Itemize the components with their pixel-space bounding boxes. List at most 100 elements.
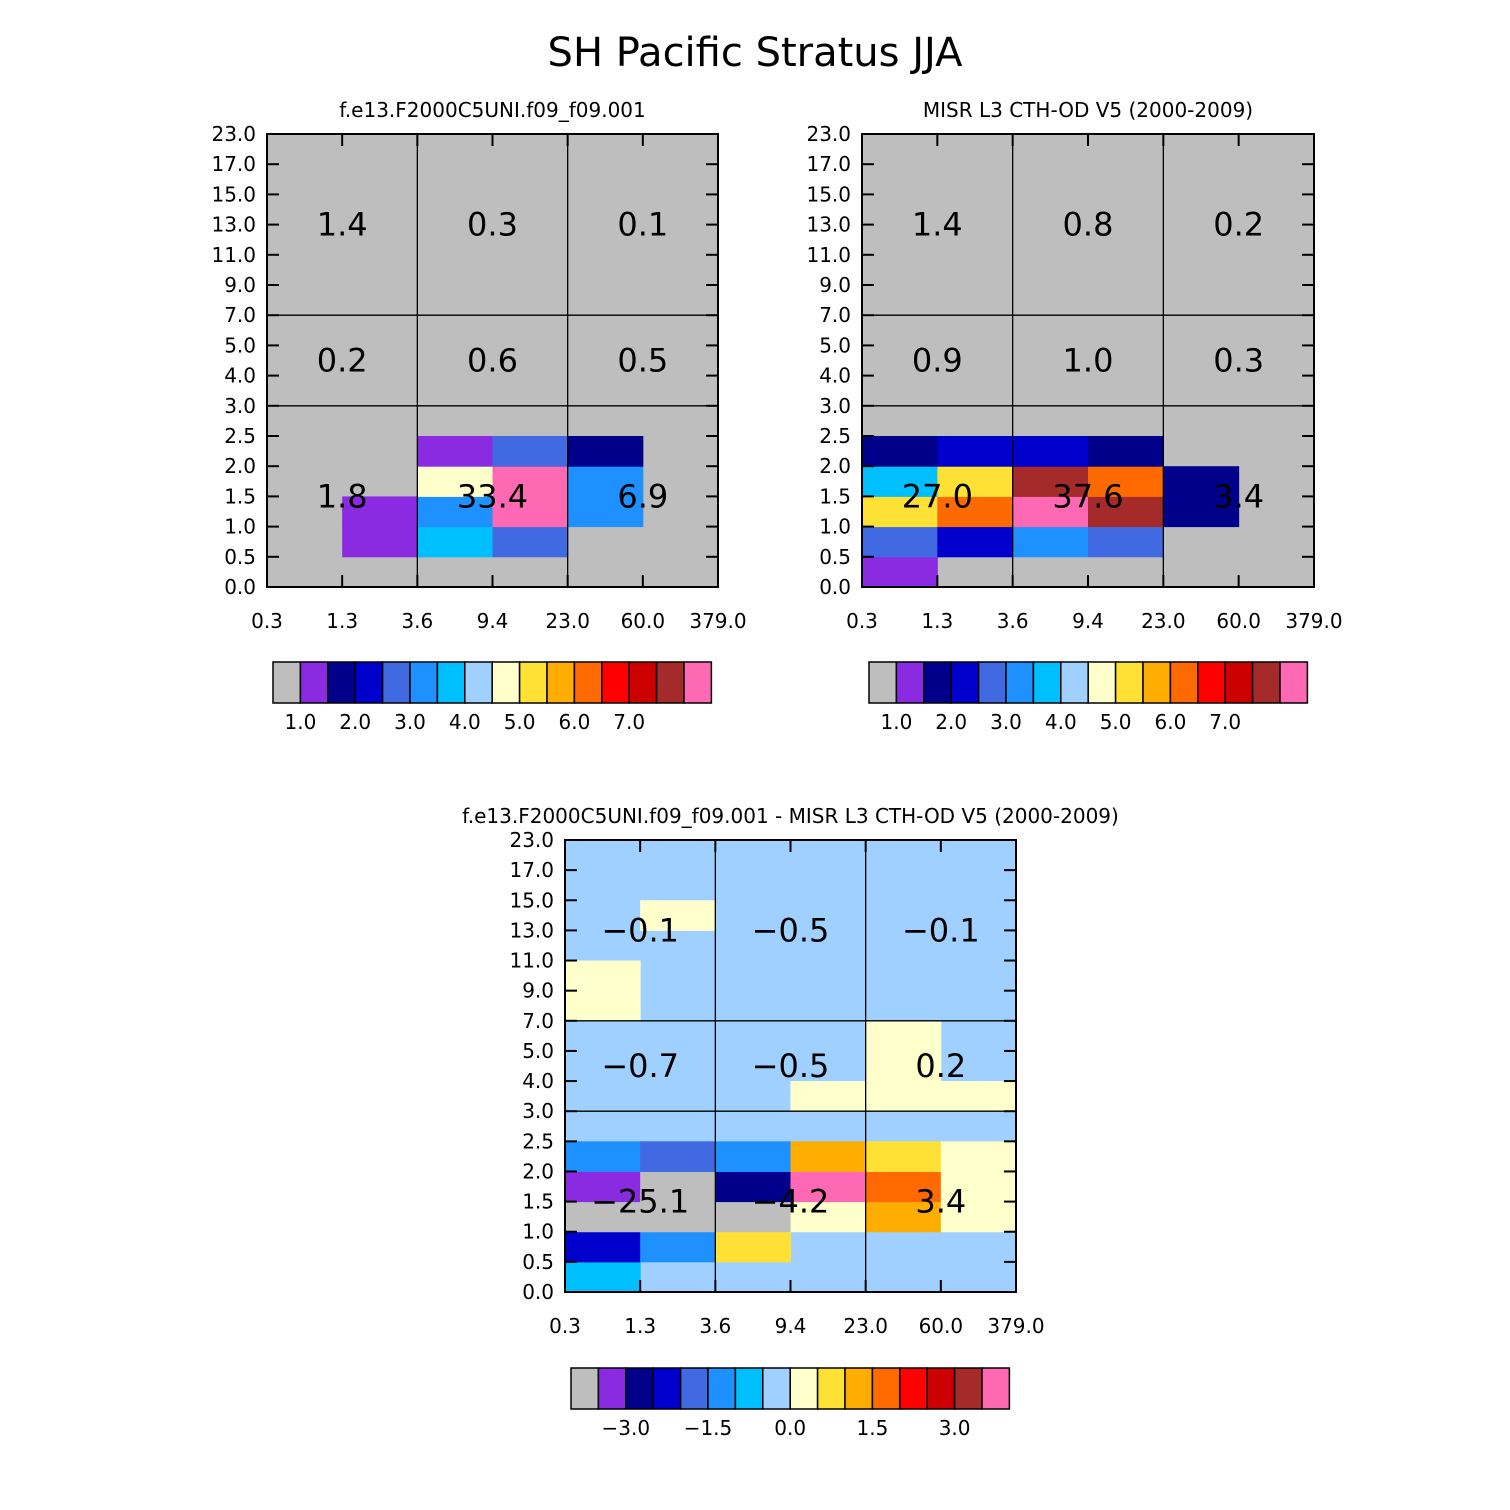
colorbar-label: 0.0 <box>774 1416 806 1440</box>
colorbar-box <box>409 661 439 704</box>
region-value: 0.2 <box>317 342 368 380</box>
region-value: 0.6 <box>467 342 518 380</box>
colorbar-label: 1.0 <box>880 710 912 734</box>
y-tick-label: 3.0 <box>522 1099 554 1123</box>
colorbar-box <box>868 661 898 704</box>
colorbar-label: 6.0 <box>1154 710 1186 734</box>
region-value: 0.8 <box>1063 206 1114 244</box>
panel-title: f.e13.F2000C5UNI.f09_f09.001 - MISR L3 C… <box>462 804 1119 828</box>
colorbar: 1.0 2.0 3.0 4.0 5.0 6.0 7.0 <box>868 661 1309 734</box>
x-tick-label: 379.0 <box>987 1314 1044 1338</box>
colorbar-label: 7.0 <box>613 710 645 734</box>
histogram-cell <box>565 1231 641 1263</box>
region-value: 0.5 <box>617 342 668 380</box>
histogram-cell <box>567 496 644 528</box>
histogram-cell <box>565 990 641 1022</box>
colorbar-box <box>573 661 603 704</box>
region-value: −0.5 <box>752 1047 830 1085</box>
colorbar-box <box>1197 661 1226 704</box>
y-tick-label: 7.0 <box>224 303 256 327</box>
y-tick-label: 11.0 <box>211 243 256 267</box>
region-value: 0.9 <box>912 342 963 380</box>
colorbar-label: −3.0 <box>602 1416 651 1440</box>
y-tick-label: 11.0 <box>806 243 851 267</box>
y-tick-label: 13.0 <box>509 918 554 942</box>
colorbar-box <box>762 1367 791 1410</box>
region-value: 37.6 <box>1052 477 1123 515</box>
region-value: 0.1 <box>617 206 668 244</box>
region-value: 3.4 <box>1213 477 1264 515</box>
colorbar-box <box>895 661 925 704</box>
histogram-cell <box>1088 526 1164 558</box>
colorbar-box <box>652 1367 682 1410</box>
histogram-cell <box>940 1081 1017 1112</box>
x-tick-label: 1.3 <box>624 1314 656 1338</box>
x-tick-label: 23.0 <box>545 609 590 633</box>
histogram-cell <box>790 1081 867 1112</box>
y-tick-label: 17.0 <box>509 858 554 882</box>
histogram-cell <box>937 436 1014 467</box>
x-tick-label: 23.0 <box>1141 609 1186 633</box>
y-tick-label: 0.5 <box>224 545 256 569</box>
panel-title: MISR L3 CTH-OD V5 (2000-2009) <box>923 98 1253 122</box>
y-tick-label: 2.5 <box>819 424 851 448</box>
x-tick-label: 379.0 <box>689 609 746 633</box>
histogram-cell <box>417 496 493 528</box>
colorbar-label: 4.0 <box>1045 710 1077 734</box>
histogram-cell <box>715 1201 791 1233</box>
histogram-cell <box>862 526 938 558</box>
histogram-cell <box>865 1020 942 1052</box>
x-tick-label: 0.3 <box>549 1314 581 1338</box>
region-value: 0.3 <box>467 206 518 244</box>
colorbar-box <box>1142 661 1172 704</box>
colorbar-box <box>1005 661 1035 704</box>
histogram-cell <box>565 1141 641 1172</box>
y-tick-label: 1.5 <box>819 484 851 508</box>
y-tick-label: 0.5 <box>819 545 851 569</box>
y-tick-label: 2.5 <box>224 424 256 448</box>
y-tick-label: 0.0 <box>522 1280 554 1304</box>
region-value: 27.0 <box>902 477 973 515</box>
colorbar-label: 3.0 <box>939 1416 971 1440</box>
colorbar-box <box>981 1367 1011 1410</box>
y-tick-label: 2.0 <box>522 1159 554 1183</box>
y-tick-label: 17.0 <box>806 152 851 176</box>
x-tick-label: 9.4 <box>477 609 509 633</box>
histogram-cell <box>1012 466 1089 497</box>
colorbar-label: 5.0 <box>1100 710 1132 734</box>
histogram-cell <box>1163 496 1240 528</box>
colorbar-label: 3.0 <box>990 710 1022 734</box>
colorbar-box <box>789 1367 819 1410</box>
histogram-cell <box>640 1201 716 1233</box>
region-value: −0.5 <box>752 911 830 949</box>
histogram-cell <box>937 466 1014 497</box>
histogram-cell <box>342 526 418 558</box>
x-tick-label: 9.4 <box>1072 609 1104 633</box>
x-tick-label: 3.6 <box>401 609 433 633</box>
region-value: 0.3 <box>1213 342 1264 380</box>
y-tick-label: 9.0 <box>224 273 256 297</box>
y-tick-label: 1.5 <box>522 1190 554 1214</box>
x-tick-label: 60.0 <box>919 1314 964 1338</box>
histogram-cell <box>565 1261 641 1293</box>
y-tick-label: 23.0 <box>806 122 851 146</box>
y-tick-label: 1.0 <box>819 515 851 539</box>
colorbar-box <box>1169 661 1199 704</box>
y-tick-label: 15.0 <box>509 888 554 912</box>
colorbar-box <box>1224 661 1254 704</box>
colorbar-box <box>683 661 713 704</box>
histogram-cell <box>715 1141 791 1172</box>
y-tick-label: 1.0 <box>224 515 256 539</box>
x-tick-label: 60.0 <box>621 609 666 633</box>
y-tick-label: 2.0 <box>819 454 851 478</box>
region-value: 1.8 <box>317 477 368 515</box>
histogram-cell <box>865 1141 942 1172</box>
histogram-cell <box>1012 526 1089 558</box>
histogram-cell <box>862 556 938 588</box>
y-tick-label: 2.5 <box>522 1129 554 1153</box>
colorbar-label: 3.0 <box>394 710 426 734</box>
y-tick-label: 0.0 <box>819 575 851 599</box>
y-tick-label: 17.0 <box>211 152 256 176</box>
colorbar-label: −1.5 <box>684 1416 733 1440</box>
colorbar-box <box>977 661 1007 704</box>
